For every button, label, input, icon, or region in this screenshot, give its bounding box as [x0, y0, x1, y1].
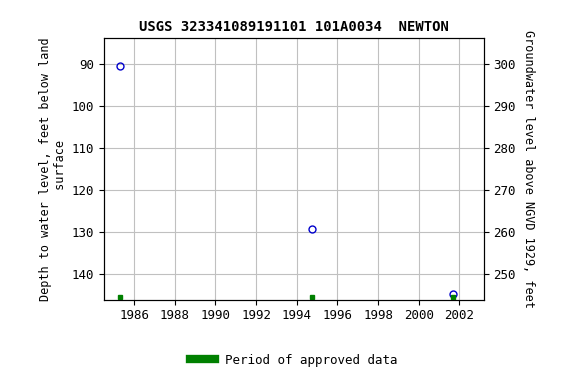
Y-axis label: Depth to water level, feet below land
 surface: Depth to water level, feet below land su… — [39, 37, 67, 301]
Y-axis label: Groundwater level above NGVD 1929, feet: Groundwater level above NGVD 1929, feet — [522, 30, 535, 308]
Title: USGS 323341089191101 101A0034  NEWTON: USGS 323341089191101 101A0034 NEWTON — [139, 20, 449, 35]
Legend: Period of approved data: Period of approved data — [185, 349, 403, 372]
